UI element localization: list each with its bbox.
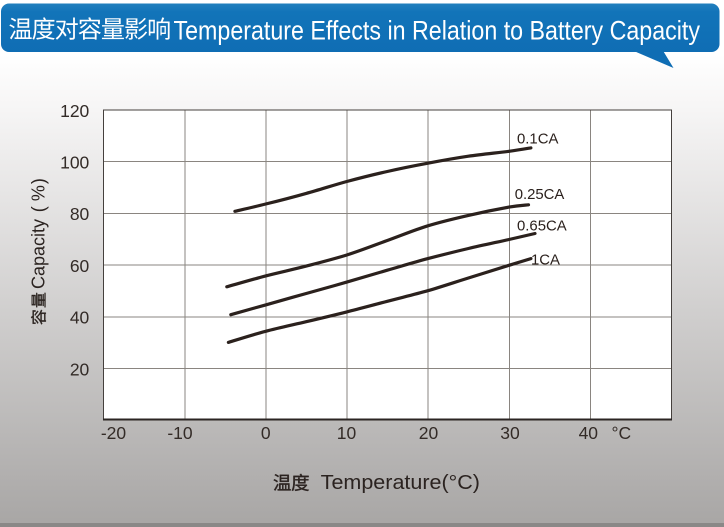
svg-text:Temperature Effects in Relatio: Temperature Effects in Relation to Batte… (174, 15, 701, 45)
svg-text:0.25CA: 0.25CA (515, 187, 565, 203)
svg-text:-10: -10 (167, 423, 193, 443)
svg-text:40: 40 (70, 308, 90, 328)
svg-text:100: 100 (60, 153, 89, 173)
svg-text:120: 120 (60, 101, 89, 121)
svg-text:10: 10 (337, 423, 357, 443)
svg-text:80: 80 (70, 204, 90, 224)
svg-text:20: 20 (419, 423, 439, 443)
svg-text:-20: -20 (101, 423, 127, 443)
svg-text:30: 30 (500, 423, 520, 443)
svg-text:0.65CA: 0.65CA (517, 219, 567, 235)
svg-text:Capacity: Capacity (29, 219, 49, 289)
svg-text:°C: °C (612, 423, 632, 443)
svg-text:1CA: 1CA (531, 252, 560, 268)
svg-text:0: 0 (261, 423, 271, 443)
svg-text:): ) (29, 178, 49, 184)
svg-text:0.1CA: 0.1CA (517, 131, 558, 147)
svg-text:60: 60 (70, 256, 90, 276)
svg-text:%: % (29, 185, 49, 201)
svg-text:Temperature(°C): Temperature(°C) (321, 471, 480, 494)
svg-text:20: 20 (70, 359, 90, 379)
svg-text:(: ( (29, 206, 49, 212)
svg-text:40: 40 (579, 423, 599, 443)
